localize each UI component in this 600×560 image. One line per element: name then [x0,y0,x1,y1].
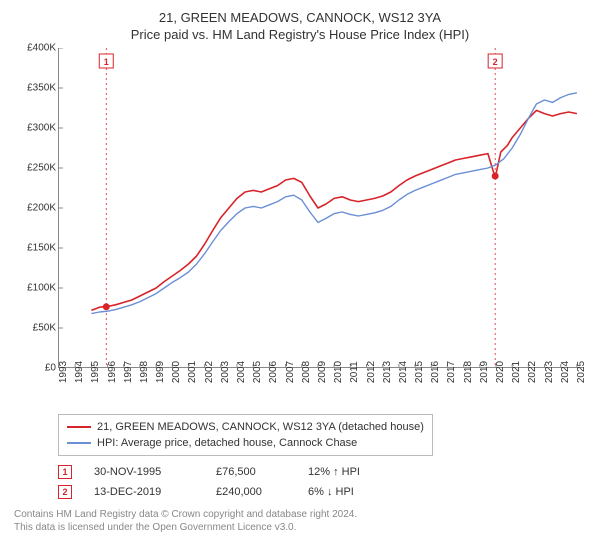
x-tick-label: 2005 [252,361,263,383]
footer-line1: Contains HM Land Registry data © Crown c… [14,508,586,521]
sales-table: 1 30-NOV-1995 £76,500 12% ↑ HPI 2 13-DEC-2019… [58,462,586,502]
series-line [91,93,577,314]
x-tick-label: 2020 [495,361,506,383]
y-tick-label: £400K [27,43,56,54]
y-tick-label: £0 [45,363,56,374]
sale-date: 13-DEC-2019 [94,482,194,502]
sale-hpi: 12% ↑ HPI [308,462,360,482]
sale-hpi: 6% ↓ HPI [308,482,354,502]
x-tick-label: 2018 [463,361,474,383]
sale-marker-number: 2 [493,57,498,67]
x-tick-label: 2003 [220,361,231,383]
x-tick-label: 2016 [430,361,441,383]
footer: Contains HM Land Registry data © Crown c… [14,508,586,534]
sale-marker-number: 1 [104,57,109,67]
x-axis: 1993199419951996199719981999200020012002… [58,368,584,408]
legend-label: HPI: Average price, detached house, Cann… [97,435,357,451]
sale-price: £240,000 [216,482,286,502]
chart-titles: 21, GREEN MEADOWS, CANNOCK, WS12 3YA Pri… [14,10,586,42]
x-tick-label: 2025 [576,361,587,383]
x-tick-label: 2017 [446,361,457,383]
y-tick-label: £200K [27,203,56,214]
x-tick-label: 1993 [58,361,69,383]
x-tick-label: 2004 [236,361,247,383]
legend-row: 21, GREEN MEADOWS, CANNOCK, WS12 3YA (de… [67,419,424,435]
x-tick-label: 2014 [398,361,409,383]
legend: 21, GREEN MEADOWS, CANNOCK, WS12 3YA (de… [58,414,433,456]
sale-price: £76,500 [216,462,286,482]
y-axis: £0£50K£100K£150K£200K£250K£300K£350K£400… [14,48,58,368]
plot-area: 12 [58,48,584,368]
x-tick-label: 2022 [527,361,538,383]
x-tick-label: 2010 [333,361,344,383]
sale-row: 2 13-DEC-2019 £240,000 6% ↓ HPI [58,482,586,502]
x-tick-label: 2023 [544,361,555,383]
series-line [91,110,577,310]
sale-marker: 2 [58,485,72,499]
legend-swatch [67,442,91,444]
x-tick-label: 2007 [285,361,296,383]
sale-row: 1 30-NOV-1995 £76,500 12% ↑ HPI [58,462,586,482]
x-tick-label: 2019 [479,361,490,383]
y-tick-label: £250K [27,163,56,174]
x-tick-label: 2008 [301,361,312,383]
x-tick-label: 2000 [171,361,182,383]
x-tick-label: 2006 [268,361,279,383]
y-tick-label: £350K [27,83,56,94]
x-tick-label: 2013 [382,361,393,383]
footer-line2: This data is licensed under the Open Gov… [14,521,586,534]
x-tick-label: 2024 [560,361,571,383]
x-tick-label: 1999 [155,361,166,383]
x-tick-label: 2015 [414,361,425,383]
legend-row: HPI: Average price, detached house, Cann… [67,435,424,451]
sale-marker: 1 [58,465,72,479]
y-tick-label: £100K [27,283,56,294]
x-tick-label: 1995 [90,361,101,383]
sale-point [492,173,499,180]
x-tick-label: 2011 [349,361,360,383]
chart-area: £0£50K£100K£150K£200K£250K£300K£350K£400… [14,48,586,408]
x-tick-label: 2002 [204,361,215,383]
y-tick-label: £300K [27,123,56,134]
title-address: 21, GREEN MEADOWS, CANNOCK, WS12 3YA [14,10,586,25]
y-tick-label: £150K [27,243,56,254]
title-subtitle: Price paid vs. HM Land Registry's House … [14,27,586,42]
sale-date: 30-NOV-1995 [94,462,194,482]
plot-svg: 12 [59,48,585,368]
x-tick-label: 1998 [139,361,150,383]
x-tick-label: 2021 [511,361,522,383]
sale-point [103,303,110,310]
x-tick-label: 2001 [187,361,198,383]
legend-swatch [67,426,91,428]
x-tick-label: 1997 [123,361,134,383]
x-tick-label: 1996 [107,361,118,383]
y-tick-label: £50K [33,323,56,334]
x-tick-label: 2009 [317,361,328,383]
x-tick-label: 2012 [366,361,377,383]
x-tick-label: 1994 [74,361,85,383]
legend-label: 21, GREEN MEADOWS, CANNOCK, WS12 3YA (de… [97,419,424,435]
